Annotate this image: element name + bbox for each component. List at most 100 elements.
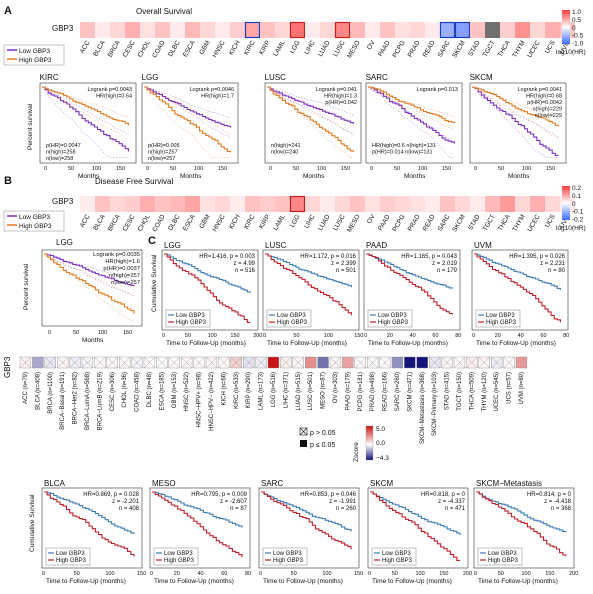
x-tick: 50 — [185, 333, 191, 339]
cancer-type-label: LAML — [272, 39, 287, 58]
cancer-type-label: CESC — [122, 213, 137, 232]
x-axis-label: Time to Follow-Up (months) — [263, 578, 343, 585]
survival-curve — [476, 491, 567, 557]
km-stat: HR=1.416, p = 0.003 — [199, 254, 255, 260]
cohort-label: DLBC (n=48) — [147, 372, 153, 407]
panel-a-title: Overall Survival — [136, 7, 192, 16]
confidence-band — [41, 86, 129, 158]
legend-high: High GBP3 — [378, 320, 409, 326]
km-stat: HR(high)=1.7 — [201, 94, 234, 100]
heat-cell — [410, 196, 425, 212]
heat-cell — [290, 22, 305, 38]
colorbar-tick: 1.0 — [572, 9, 581, 16]
x-tick: 80 — [245, 571, 251, 577]
x-tick: 20 — [495, 333, 501, 339]
heat-cell — [425, 22, 440, 38]
cancer-type-label: BLCA — [92, 213, 107, 232]
x-tick: 20 — [174, 571, 180, 577]
km-stat: n = 87 — [230, 506, 248, 512]
km-stat: p(HR)=0.0047 — [46, 143, 81, 149]
cross-mark — [429, 356, 441, 369]
cancer-type-label: LUSC — [332, 39, 347, 58]
colorbar-tick: 0 — [572, 25, 576, 32]
x-tick: 100 — [522, 571, 531, 577]
heat-cell — [455, 22, 470, 38]
cohort-label: ESCA (n=185) — [159, 372, 165, 411]
cross-mark — [44, 356, 56, 369]
cohort-label: LUSC (n=501) — [308, 372, 314, 411]
x-tick: 100 — [418, 166, 427, 172]
cross-mark — [243, 356, 255, 369]
cancer-type-label: HNSC — [211, 213, 226, 233]
km-stat: p(HR)=0.0042 — [527, 100, 562, 106]
x-axis-label: Time to Follow-Up (months) — [166, 340, 246, 347]
km-stat: n(low)=229 — [535, 113, 562, 119]
x-axis-label: Time to Follow-Up (months) — [368, 340, 448, 347]
highlight-box — [334, 21, 351, 39]
x-axis-label: Time to Follow-Up (months) — [154, 578, 234, 585]
x-tick: 0 — [44, 166, 47, 172]
heat-cell — [260, 196, 275, 212]
x-tick: 100 — [92, 166, 101, 172]
km-stat: n = 516 — [235, 268, 256, 274]
cross-mark — [379, 356, 391, 369]
legend-high: High GBP3 — [56, 558, 87, 564]
x-tick: 0 — [162, 333, 165, 339]
x-tick: 0 — [150, 571, 153, 577]
heat-cell — [440, 196, 455, 212]
survival-curve — [152, 491, 243, 558]
cancer-type-label: OV — [366, 39, 377, 51]
zscore-cell — [32, 356, 44, 369]
cohort-label: KICH (n=66) — [221, 372, 227, 406]
km-legend — [367, 309, 413, 328]
x-tick: 50 — [293, 166, 299, 172]
cross-mark — [491, 356, 503, 369]
legend-p-gt: p > 0.05 — [310, 430, 336, 437]
heat-cell — [275, 22, 290, 38]
legend-high: High GBP3 — [382, 558, 413, 564]
heat-cell — [125, 22, 140, 38]
legend-p-le: p ≤ 0.05 — [310, 442, 335, 449]
heat-cell — [245, 22, 260, 38]
cross-mark — [106, 356, 118, 369]
km-stat: n(low)=257 — [148, 156, 175, 162]
survival-curve — [144, 86, 231, 153]
x-axis-label: Months — [180, 173, 202, 180]
cohort-label: LUAD (n=515) — [296, 372, 302, 411]
km-stat: Logrank p=0.0046 — [190, 87, 235, 93]
km-stat: n(high)=241 — [271, 143, 301, 149]
km-legend — [262, 547, 308, 566]
colorbar-label: log10(HR) — [556, 225, 586, 232]
x-tick: 100 — [522, 166, 531, 172]
cancer-type-label: MESO — [346, 214, 362, 234]
km-stat: Logrank p=0.0035 — [93, 252, 140, 258]
km-stat: z = 2.231 — [540, 261, 566, 267]
km-stat: z = -4.337 — [438, 499, 466, 505]
cancer-type-label: KIRC — [243, 213, 257, 230]
x-tick: 0 — [146, 166, 149, 172]
x-tick: 0 — [269, 166, 272, 172]
km-title: MESO — [152, 479, 176, 488]
heat-cell — [515, 196, 530, 212]
cohort-label: BRCA−Basal (n=191) — [60, 372, 66, 430]
cross-mark — [193, 356, 205, 369]
zscore-cell — [404, 356, 416, 369]
km-legend — [475, 309, 521, 328]
survival-curve — [44, 491, 135, 557]
x-tick: 50 — [68, 166, 74, 172]
heat-cell — [395, 196, 410, 212]
x-tick: 100 — [416, 571, 425, 577]
cancer-type-label: ESCA — [182, 39, 197, 58]
cross-mark — [329, 356, 342, 369]
survival-curve — [366, 253, 453, 315]
km-stat: n = 368 — [551, 506, 572, 512]
legend-low: Low GBP3 — [488, 551, 517, 557]
heat-cell — [215, 22, 230, 38]
confidence-band — [367, 86, 455, 131]
km-plot-frame — [365, 82, 463, 164]
survival-curve — [474, 253, 561, 290]
x-tick: 0 — [42, 571, 45, 577]
cancer-type-label: SARC — [437, 213, 452, 232]
